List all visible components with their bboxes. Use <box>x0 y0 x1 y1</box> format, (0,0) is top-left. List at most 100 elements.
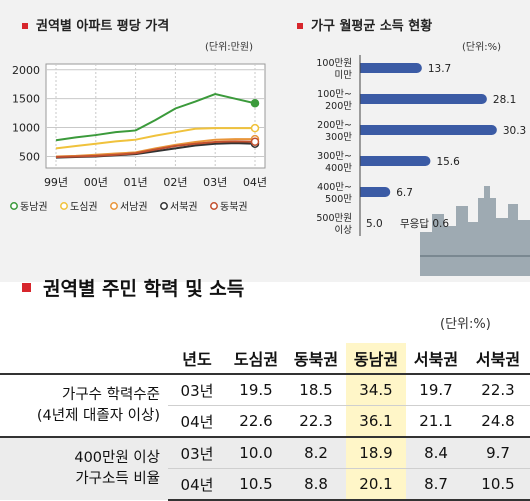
apt-price-unit: (단위:만원) <box>205 42 253 53</box>
value-cell: 8.2 <box>286 436 346 469</box>
table-row: 가구수 학력수준 (4년제 대졸자 이상) 03년 19.5 18.5 34.5 … <box>0 373 530 437</box>
bar-category-label: 300만 <box>325 132 352 143</box>
legend-marker <box>60 202 68 210</box>
header-region: 동남권 <box>346 343 406 374</box>
bar-category-label: 200만~ <box>317 120 352 131</box>
bar-category-label: 500만 <box>325 194 352 205</box>
red-square-icon <box>297 22 303 29</box>
series-end-marker <box>250 99 260 108</box>
y-tick-label: 1000 <box>12 122 40 135</box>
value-cell: 22.6 <box>226 405 286 437</box>
bar-value-label: 30.3 <box>503 125 526 137</box>
legend-label: 서남권 <box>120 201 148 213</box>
series-end-marker <box>250 123 260 133</box>
y-tick-label: 1500 <box>12 93 40 106</box>
bar-category-label: 미만 <box>335 70 353 81</box>
header-region: 도심권 <box>233 350 279 369</box>
bar-category-label: 400만 <box>325 163 352 174</box>
bar <box>360 125 497 135</box>
legend-label: 도심권 <box>70 201 98 213</box>
legend-label: 서북권 <box>170 201 198 213</box>
x-tick-label: 04년 <box>243 176 267 189</box>
header-region: 서북권 <box>475 350 521 369</box>
bar <box>360 187 391 197</box>
value-cell: 21.1 <box>406 405 466 437</box>
x-tick-label: 03년 <box>203 176 227 189</box>
x-tick-label: 01년 <box>124 176 148 189</box>
legend-label: 동북권 <box>220 201 248 213</box>
bar-category-label: 400만~ <box>317 182 352 193</box>
legend-label: 동남권 <box>20 201 48 213</box>
bar-category-label: 500만원 <box>316 213 352 224</box>
row-group-label: 가구수 학력수준 (4년제 대졸자 이상) <box>0 373 168 437</box>
apt-price-chart-title: 권역별 아파트 평당 가격 <box>22 15 169 34</box>
value-cell: 10.5 <box>226 468 286 501</box>
bar <box>360 94 487 104</box>
legend-marker <box>210 202 218 210</box>
plot-area <box>45 63 266 169</box>
table-row: 400만원 이상 가구소득 비율 03년 10.0 8.2 18.9 8.4 9.… <box>0 436 530 500</box>
x-tick-label: 02년 <box>163 176 187 189</box>
value-cell: 22.3 <box>466 373 530 406</box>
city-skyline-image <box>420 186 530 276</box>
value-cell: 10.5 <box>466 468 530 501</box>
value-cell: 18.5 <box>286 373 346 406</box>
series-line-도심권 <box>55 127 255 150</box>
legend-marker <box>110 202 118 210</box>
value-cell: 36.1 <box>346 405 406 437</box>
bar-value-label: 13.7 <box>428 63 451 75</box>
x-tick-label: 99년 <box>44 176 68 189</box>
year-cell: 04년 <box>168 405 226 437</box>
value-cell: 8.4 <box>406 436 466 469</box>
bar-category-label: 100만원 <box>316 58 352 69</box>
value-cell: 22.3 <box>286 405 346 437</box>
value-cell: 8.7 <box>406 468 466 501</box>
value-cell: 18.9 <box>346 436 406 469</box>
y-tick-label: 500 <box>19 150 40 163</box>
value-cell: 19.5 <box>226 373 286 406</box>
value-cell: 9.7 <box>466 436 530 469</box>
header-region: 동북권 <box>293 350 339 369</box>
value-cell: 8.8 <box>286 468 346 501</box>
bar-category-label: 300만~ <box>317 151 352 162</box>
income-chart-title: 가구 월평균 소득 현황 <box>297 15 432 34</box>
header-region: 서북권 <box>413 350 459 369</box>
education-income-title: 권역별 주민 학력 및 소득 <box>22 274 244 301</box>
bar-category-label: 200만 <box>325 101 352 112</box>
table-unit: (단위:%) <box>440 317 491 332</box>
value-cell: 24.8 <box>466 405 530 437</box>
header-year: 년도 <box>182 350 212 369</box>
bar <box>360 156 431 166</box>
legend-marker <box>160 202 168 210</box>
red-square-icon <box>22 283 31 292</box>
value-cell: 10.0 <box>226 436 286 469</box>
table-row: 04년 22.6 22.3 36.1 21.1 24.8 <box>0 405 530 437</box>
value-cell: 34.5 <box>346 373 406 406</box>
bar-value-label: 28.1 <box>493 94 516 106</box>
bar-value-label: 6.7 <box>396 187 413 199</box>
income-unit: (단위:%) <box>462 42 502 53</box>
year-cell: 03년 <box>168 436 226 469</box>
y-tick-label: 2000 <box>12 64 40 77</box>
bar-category-label: 이상 <box>335 225 353 236</box>
bar <box>360 63 422 73</box>
red-square-icon <box>22 22 28 29</box>
series-line-동북권 <box>55 140 256 159</box>
bar-extra-label: 무응답 0.6 <box>400 218 449 230</box>
legend-marker <box>10 202 18 210</box>
bar-value-label: 15.6 <box>436 156 460 168</box>
year-cell: 04년 <box>168 468 226 501</box>
header-blank <box>0 343 168 374</box>
bar-category-label: 100만~ <box>317 89 352 100</box>
education-income-table: 년도 도심권 동북권 동남권 서북권 서북권 가구수 학력수준 (4년제 대졸자 … <box>0 343 530 501</box>
value-cell: 20.1 <box>346 468 406 501</box>
value-cell: 19.7 <box>406 373 466 406</box>
x-tick-label: 00년 <box>84 176 108 189</box>
series-end-marker <box>250 137 260 146</box>
year-cell: 03년 <box>168 373 226 406</box>
row-group-label: 400만원 이상 가구소득 비율 <box>0 436 168 500</box>
table-header-row: 년도 도심권 동북권 동남권 서북권 서북권 <box>0 343 530 374</box>
